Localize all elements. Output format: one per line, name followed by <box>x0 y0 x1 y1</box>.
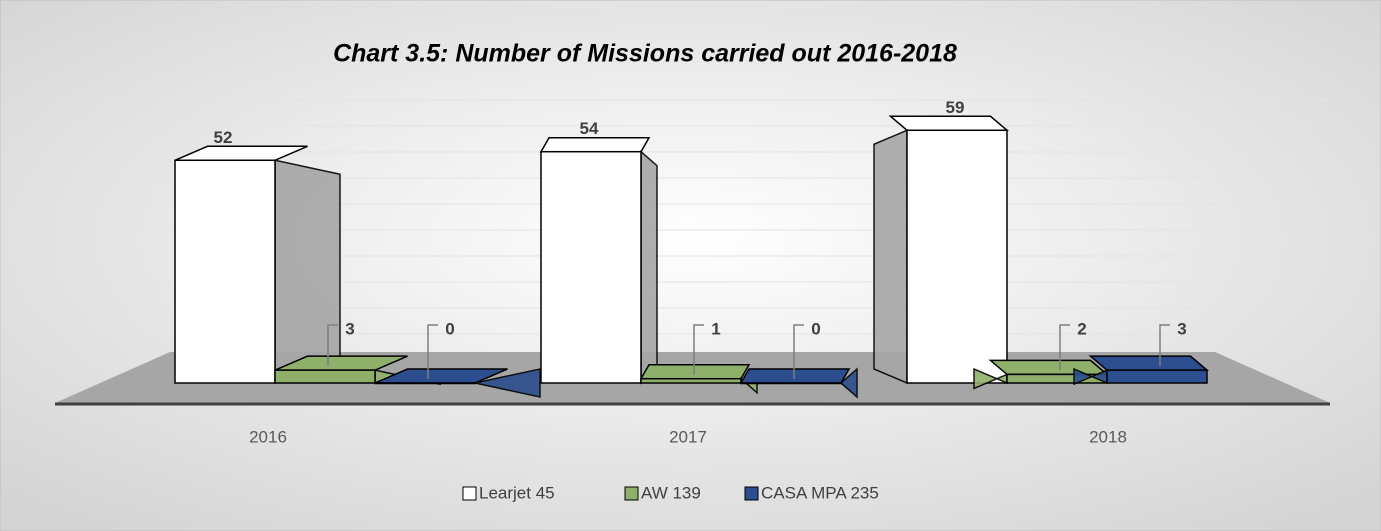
data-label: 52 <box>214 128 233 147</box>
bar <box>540 150 642 384</box>
leader-line <box>327 324 338 367</box>
bar-top <box>888 115 1010 132</box>
bar <box>640 377 742 384</box>
x-tick-label: 2017 <box>669 427 707 446</box>
x-tick-label: 2018 <box>1089 427 1127 446</box>
bar <box>1106 369 1208 384</box>
bar-top <box>988 359 1110 376</box>
bar-side <box>839 367 858 399</box>
leader-line <box>693 324 704 375</box>
bar <box>740 382 842 385</box>
bar <box>274 369 376 384</box>
bar-top <box>739 368 851 384</box>
data-label: 0 <box>445 319 454 338</box>
bar-side <box>274 159 341 384</box>
bar <box>174 159 276 384</box>
data-label: 59 <box>946 98 965 117</box>
leader-line <box>793 324 804 379</box>
data-label: 3 <box>345 319 354 338</box>
legend-label: AW 139 <box>641 483 701 502</box>
leader-line <box>1159 324 1170 367</box>
data-label: 1 <box>711 319 720 338</box>
leader-line <box>427 324 438 379</box>
x-tick-label: 2016 <box>249 427 287 446</box>
bar <box>374 382 476 385</box>
data-label: 0 <box>811 319 820 338</box>
legend-swatch <box>462 486 477 501</box>
legend-swatch <box>744 486 759 501</box>
data-label: 54 <box>580 119 599 138</box>
bar-top <box>539 136 651 153</box>
chart-title: Chart 3.5: Number of Missions carried ou… <box>333 40 957 68</box>
bar-side <box>873 129 908 385</box>
bar-side <box>474 368 541 398</box>
data-label: 3 <box>1177 319 1186 338</box>
bar-top <box>1088 355 1210 371</box>
legend-label: CASA MPA 235 <box>761 483 879 502</box>
data-label: 2 <box>1077 319 1086 338</box>
legend-swatch <box>624 486 639 501</box>
legend-label: Learjet 45 <box>479 483 555 502</box>
bar-side <box>640 150 658 385</box>
leader-line <box>1059 324 1070 371</box>
bar-top <box>639 363 751 380</box>
bar <box>906 129 1008 384</box>
